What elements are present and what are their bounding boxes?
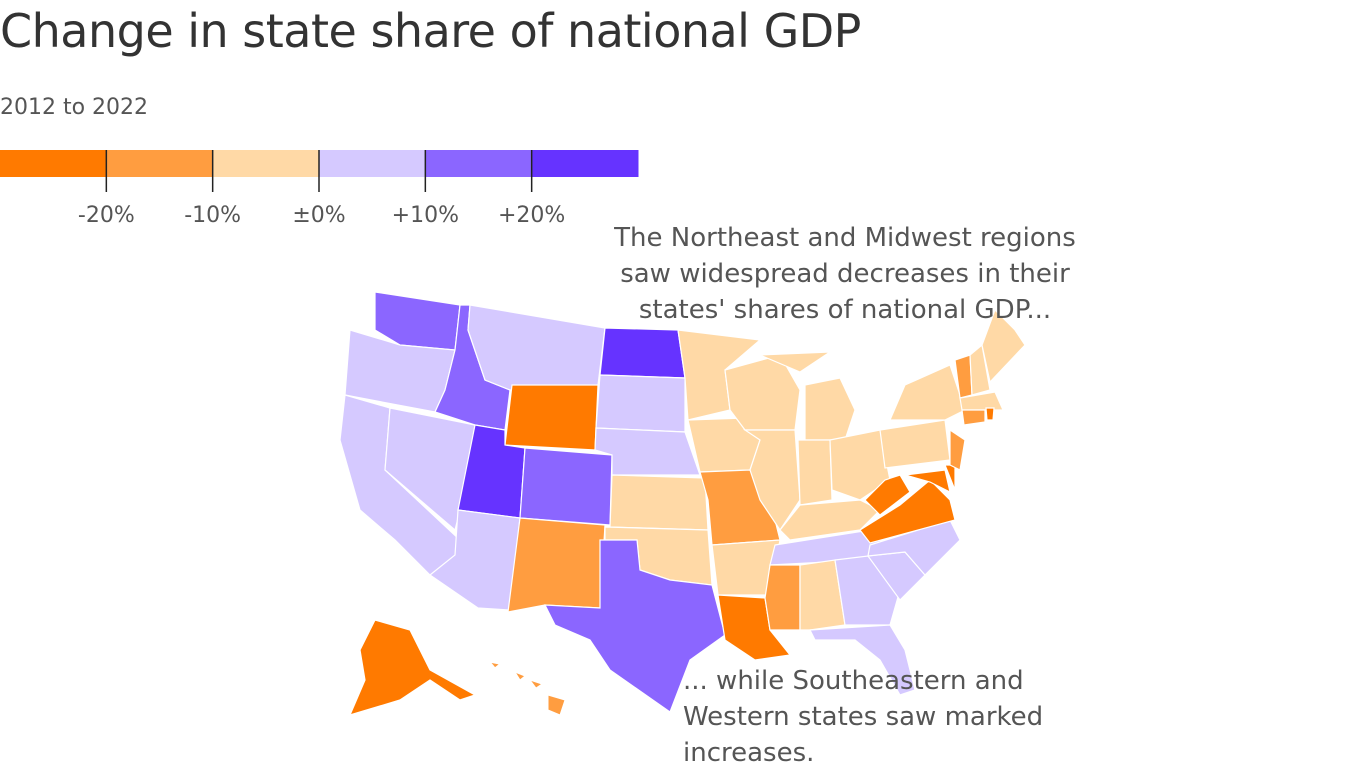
state: [513, 670, 526, 681]
legend-swatch: [0, 150, 107, 177]
legend-swatch: [106, 150, 214, 177]
state: [504, 384, 599, 451]
state: [949, 428, 966, 471]
state: [985, 407, 995, 421]
state: [743, 429, 801, 532]
legend-label: ±0%: [292, 203, 345, 228]
state: [981, 308, 1026, 384]
state: [528, 679, 544, 689]
state: [467, 304, 606, 391]
state: [904, 469, 951, 494]
subtitle: 2012 to 2022: [0, 95, 149, 120]
legend-label: -20%: [78, 203, 135, 228]
state: [609, 474, 709, 531]
legend-swatch: [425, 150, 533, 177]
state: [797, 439, 833, 506]
state: [809, 624, 916, 696]
legend-swatch: [319, 150, 426, 177]
state: [889, 364, 966, 421]
legend-label: -10%: [184, 203, 241, 228]
state: [488, 661, 502, 669]
state: [348, 619, 477, 716]
state: [599, 327, 686, 379]
state: [759, 351, 833, 373]
state: [859, 479, 956, 544]
state: [864, 474, 911, 516]
state: [544, 539, 726, 713]
legend-label: +10%: [392, 203, 459, 228]
state: [959, 391, 1004, 411]
state: [519, 447, 613, 526]
legend-label: +20%: [498, 203, 565, 228]
state: [969, 343, 991, 396]
state: [595, 374, 686, 433]
legend-swatch: [212, 150, 320, 177]
annotation: ... while Southeastern and Western state…: [683, 666, 1044, 768]
state: [804, 377, 856, 441]
state: [879, 419, 951, 469]
legend-swatch: [531, 150, 639, 177]
state: [961, 409, 986, 426]
state: [799, 559, 846, 631]
state: [764, 564, 801, 631]
annotation: The Northeast and Midwest regions saw wi…: [614, 223, 1076, 325]
state: [507, 517, 606, 613]
title: Change in state share of national GDP: [0, 4, 861, 58]
state: [547, 694, 566, 716]
